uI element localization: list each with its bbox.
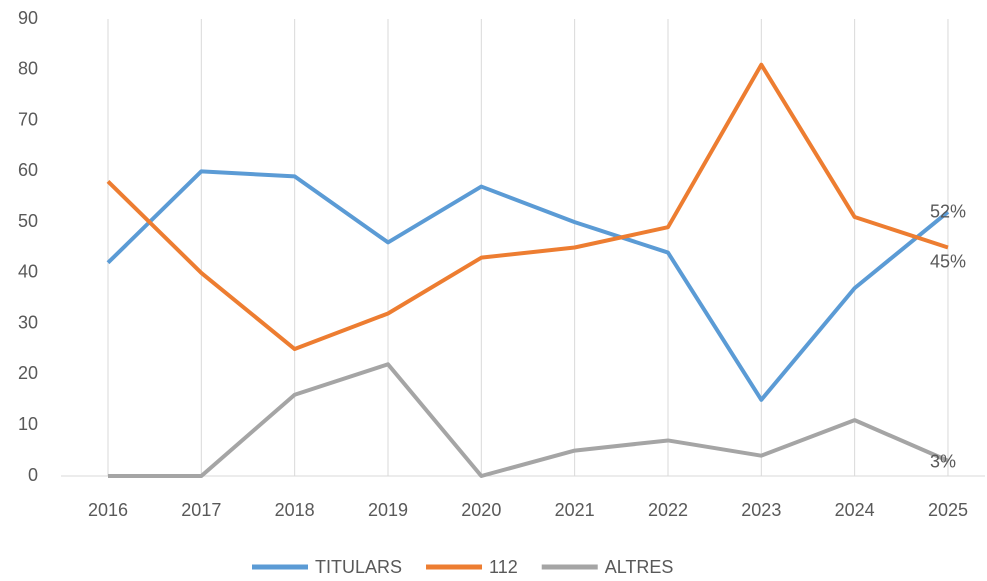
legend-label: TITULARS <box>315 557 402 577</box>
y-tick-label: 10 <box>18 414 38 434</box>
legend-label: ALTRES <box>605 557 674 577</box>
data-label: 45% <box>930 251 966 271</box>
y-tick-label: 40 <box>18 262 38 282</box>
x-tick-label: 2016 <box>88 500 128 520</box>
x-tick-label: 2023 <box>741 500 781 520</box>
y-tick-label: 50 <box>18 211 38 231</box>
legend-label: 112 <box>489 557 518 577</box>
series-line <box>108 362 949 478</box>
x-tick-label: 2025 <box>928 500 968 520</box>
x-tick-label: 2017 <box>181 500 221 520</box>
y-tick-label: 80 <box>18 59 38 79</box>
series-line <box>106 169 950 402</box>
x-tick-label: 2020 <box>461 500 501 520</box>
data-label: 3% <box>930 452 956 472</box>
series-line <box>106 62 949 352</box>
y-tick-label: 90 <box>18 8 38 28</box>
data-label: 52% <box>930 202 966 222</box>
y-tick-label: 20 <box>18 363 38 383</box>
y-tick-label: 0 <box>28 465 38 485</box>
y-tick-label: 30 <box>18 312 38 332</box>
y-tick-label: 60 <box>18 160 38 180</box>
x-tick-label: 2024 <box>835 500 875 520</box>
x-tick-label: 2022 <box>648 500 688 520</box>
x-tick-label: 2021 <box>555 500 595 520</box>
y-tick-label: 70 <box>18 109 38 129</box>
x-tick-label: 2018 <box>275 500 315 520</box>
x-tick-label: 2019 <box>368 500 408 520</box>
